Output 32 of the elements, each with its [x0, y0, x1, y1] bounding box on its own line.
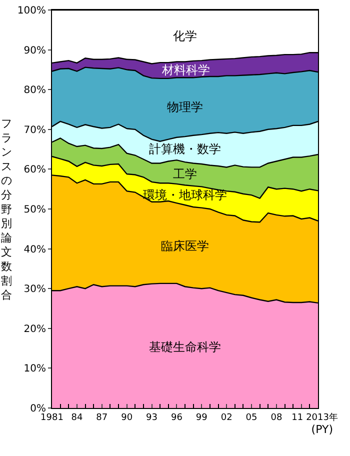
series-label: 材料科学 [161, 63, 210, 77]
x-tick-label: 1981 [40, 412, 64, 423]
text: フランスの分野別論文数割合 [1, 117, 12, 302]
series-label: 工学 [173, 167, 197, 181]
y-tick-label: 10% [24, 364, 46, 375]
y-tick-label: 50% [24, 204, 46, 216]
x-axis-title: (PY) [311, 422, 333, 436]
x-tick-label: 90 [121, 412, 133, 423]
x-tick-label: 87 [96, 412, 108, 423]
x-tick-label: 96 [170, 412, 183, 423]
y-tick-label: 80% [24, 85, 46, 96]
y-tick-label: 40% [24, 244, 46, 256]
x-tick-label: 05 [246, 412, 258, 423]
x-tick-label: 02 [220, 412, 232, 423]
series-label: 計算機・数学 [149, 142, 221, 156]
x-tick-label: 84 [71, 412, 83, 423]
y-tick-label: 90% [24, 45, 46, 56]
x-tick-label: 08 [270, 412, 282, 423]
series-label: 物理学 [167, 100, 203, 114]
y-tick-label: 0% [30, 404, 46, 414]
series-label: 臨床医学 [161, 239, 209, 253]
x-tick-label: 11 [292, 412, 304, 423]
x-tick-label: 2013年 [306, 412, 338, 423]
x-tick-label: 99 [196, 412, 208, 423]
x-tick-label: 93 [146, 412, 158, 423]
y-tick-label: 70% [24, 124, 46, 136]
y-tick-label: 100% [17, 6, 46, 16]
series-label: 基礎生命科学 [149, 340, 221, 354]
y-tick-label: 60% [24, 164, 46, 176]
y-tick-label: 30% [24, 284, 46, 296]
y-tick-label: 20% [24, 324, 46, 335]
series-label: 化学 [173, 29, 197, 43]
